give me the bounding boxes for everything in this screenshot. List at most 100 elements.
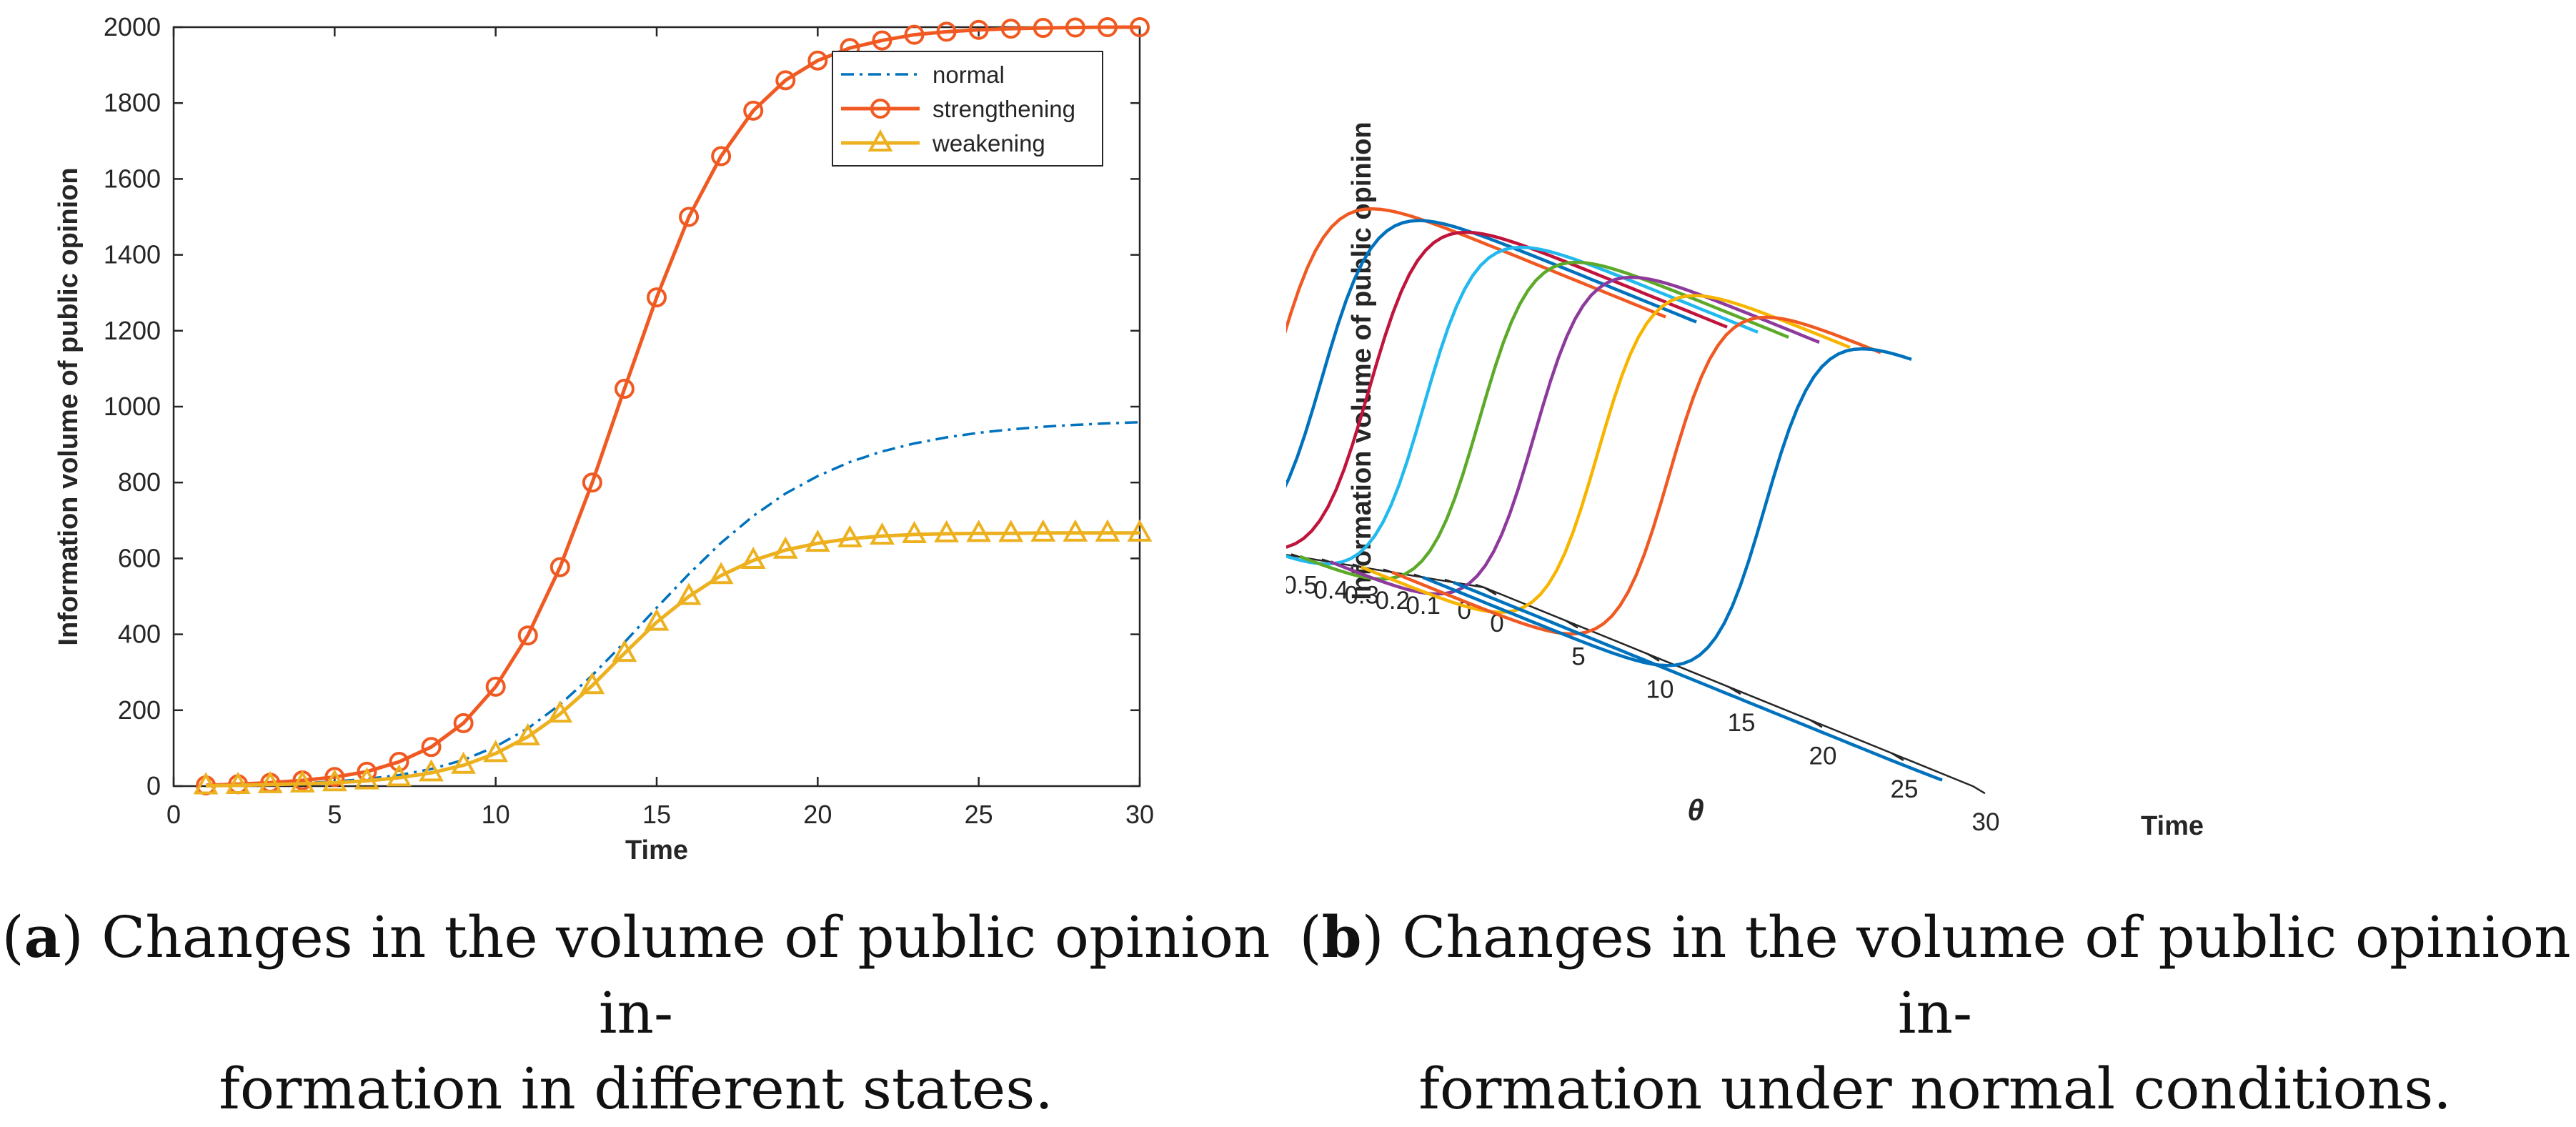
theta-tick-label: 0.3 [1344, 582, 1379, 610]
time-tick-label: 30 [1972, 808, 2000, 836]
time-tick-label: 15 [1728, 709, 1756, 737]
point-strengthening [679, 207, 700, 227]
time-tick [1565, 620, 1578, 629]
chart-b: 05101520253000.10.20.30.40.50.60.70.80.9… [1286, 121, 2204, 841]
x-tick-label: 30 [1125, 800, 1154, 829]
chart-a: 0 5 10 15 20 25 30 0 200 400 600 800 1000 1200 1400 160… [54, 12, 1154, 865]
x-axis-label: Time [625, 835, 688, 865]
point-weakening [644, 608, 670, 631]
legend: normal strengthening weakening [832, 51, 1103, 167]
y-tick-label: 1200 [104, 316, 161, 345]
time-tick-label: 20 [1809, 742, 1837, 770]
point-strengthening [1130, 17, 1150, 37]
theta-curve-0-1 [1453, 580, 1943, 782]
point-weakening [225, 771, 251, 794]
y-axis-label: Information volume of public opinion [54, 167, 84, 645]
point-strengthening [904, 24, 925, 45]
theta-tick-label: 0.2 [1375, 587, 1410, 615]
time-tick [1646, 652, 1660, 662]
point-weakening [934, 520, 960, 542]
point-weakening [966, 520, 992, 542]
time-tick [1728, 685, 1741, 695]
point-weakening [708, 562, 734, 585]
point-weakening [451, 751, 477, 774]
point-strengthening [1000, 19, 1021, 39]
point-weakening [322, 769, 347, 792]
point-weakening [612, 640, 637, 662]
legend-label-weakening: weakening [932, 130, 1045, 157]
point-weakening [837, 525, 862, 547]
point-weakening [419, 759, 444, 782]
theta-curve-1 [1286, 207, 1666, 334]
theta-tick [1444, 578, 1454, 584]
point-weakening [547, 700, 573, 723]
point-weakening [1127, 519, 1153, 542]
theta-curve-0-3 [1391, 315, 1881, 636]
x-tick-label: 25 [965, 800, 993, 829]
point-weakening [1095, 519, 1120, 542]
theta-curve-0-8 [1286, 230, 1728, 549]
y-tick-label: 1600 [104, 164, 161, 193]
point-strengthening [453, 713, 474, 733]
time-tick-label: 25 [1891, 775, 1919, 803]
caption-a-text2: formation in different states. [219, 1056, 1053, 1122]
point-strengthening [517, 625, 538, 646]
caption-b: (b) Changes in the volume of public opin… [1299, 899, 2571, 1127]
point-weakening [257, 770, 283, 793]
point-strengthening [647, 287, 667, 308]
point-weakening [1030, 519, 1056, 542]
theta-tick [1413, 573, 1423, 578]
point-weakening [740, 546, 766, 570]
theta-tick-label: 0.6 [1286, 566, 1287, 594]
theta-tick-label: 0.4 [1313, 577, 1348, 605]
x-tick-label: 5 [327, 800, 342, 829]
theta-tick [1352, 563, 1362, 568]
y-tick-label: 200 [118, 695, 161, 725]
point-weakening [870, 522, 895, 545]
point-weakening [580, 672, 605, 695]
point-weakening [193, 772, 219, 795]
point-weakening [354, 767, 379, 790]
y-tick-label: 600 [118, 543, 161, 572]
theta-tick-label: 0.5 [1286, 572, 1318, 600]
y-tick-label: 1800 [104, 88, 161, 117]
time-tick [1809, 719, 1823, 728]
legend-label-normal: normal [933, 61, 1005, 88]
point-strengthening [936, 21, 957, 42]
y-tick-label: 1000 [104, 392, 161, 421]
caption-b-text: Changes in the volume of public opinion … [1383, 904, 2571, 1046]
x-tick-label: 20 [803, 800, 832, 829]
point-strengthening [872, 30, 892, 51]
point-strengthening [1033, 18, 1053, 39]
z-axis-label: Information volume of public opinion [1347, 121, 1377, 600]
point-weakening [483, 740, 509, 763]
point-strengthening [485, 676, 506, 697]
point-strengthening [324, 767, 345, 788]
y-tick-label: 1400 [104, 240, 161, 269]
y-tick-label: 800 [118, 467, 161, 497]
caption-a: (a) Changes in the volume of public opin… [0, 899, 1272, 1127]
point-strengthening [775, 70, 796, 91]
time-tick [1891, 752, 1904, 761]
x-tick-label: 15 [642, 800, 671, 829]
time-tick [1972, 785, 1986, 795]
theta-curve-0-2 [1422, 347, 1912, 667]
point-strengthening [743, 100, 764, 121]
theta-curve-0-4 [1361, 294, 1851, 615]
caption-a-text: Changes in the volume of public opinion … [83, 904, 1270, 1046]
point-weakening [902, 520, 927, 543]
point-weakening [1063, 519, 1088, 542]
point-strengthening [968, 19, 989, 40]
theta-tick [1321, 558, 1331, 563]
caption-b-text2: formation under normal conditions. [1418, 1056, 2452, 1122]
y-tick-label: 0 [146, 771, 161, 800]
theta-axis-label: θ [1687, 793, 1704, 827]
series-line-strengthening [206, 25, 1140, 788]
y-tick-label: 2000 [104, 12, 161, 41]
theta-curve-0-9 [1286, 219, 1697, 488]
point-strengthening [1097, 17, 1118, 37]
point-strengthening [1065, 17, 1085, 38]
y-tick-label: 400 [118, 620, 161, 649]
point-strengthening [549, 557, 570, 577]
time-tick-label: 5 [1571, 642, 1585, 670]
